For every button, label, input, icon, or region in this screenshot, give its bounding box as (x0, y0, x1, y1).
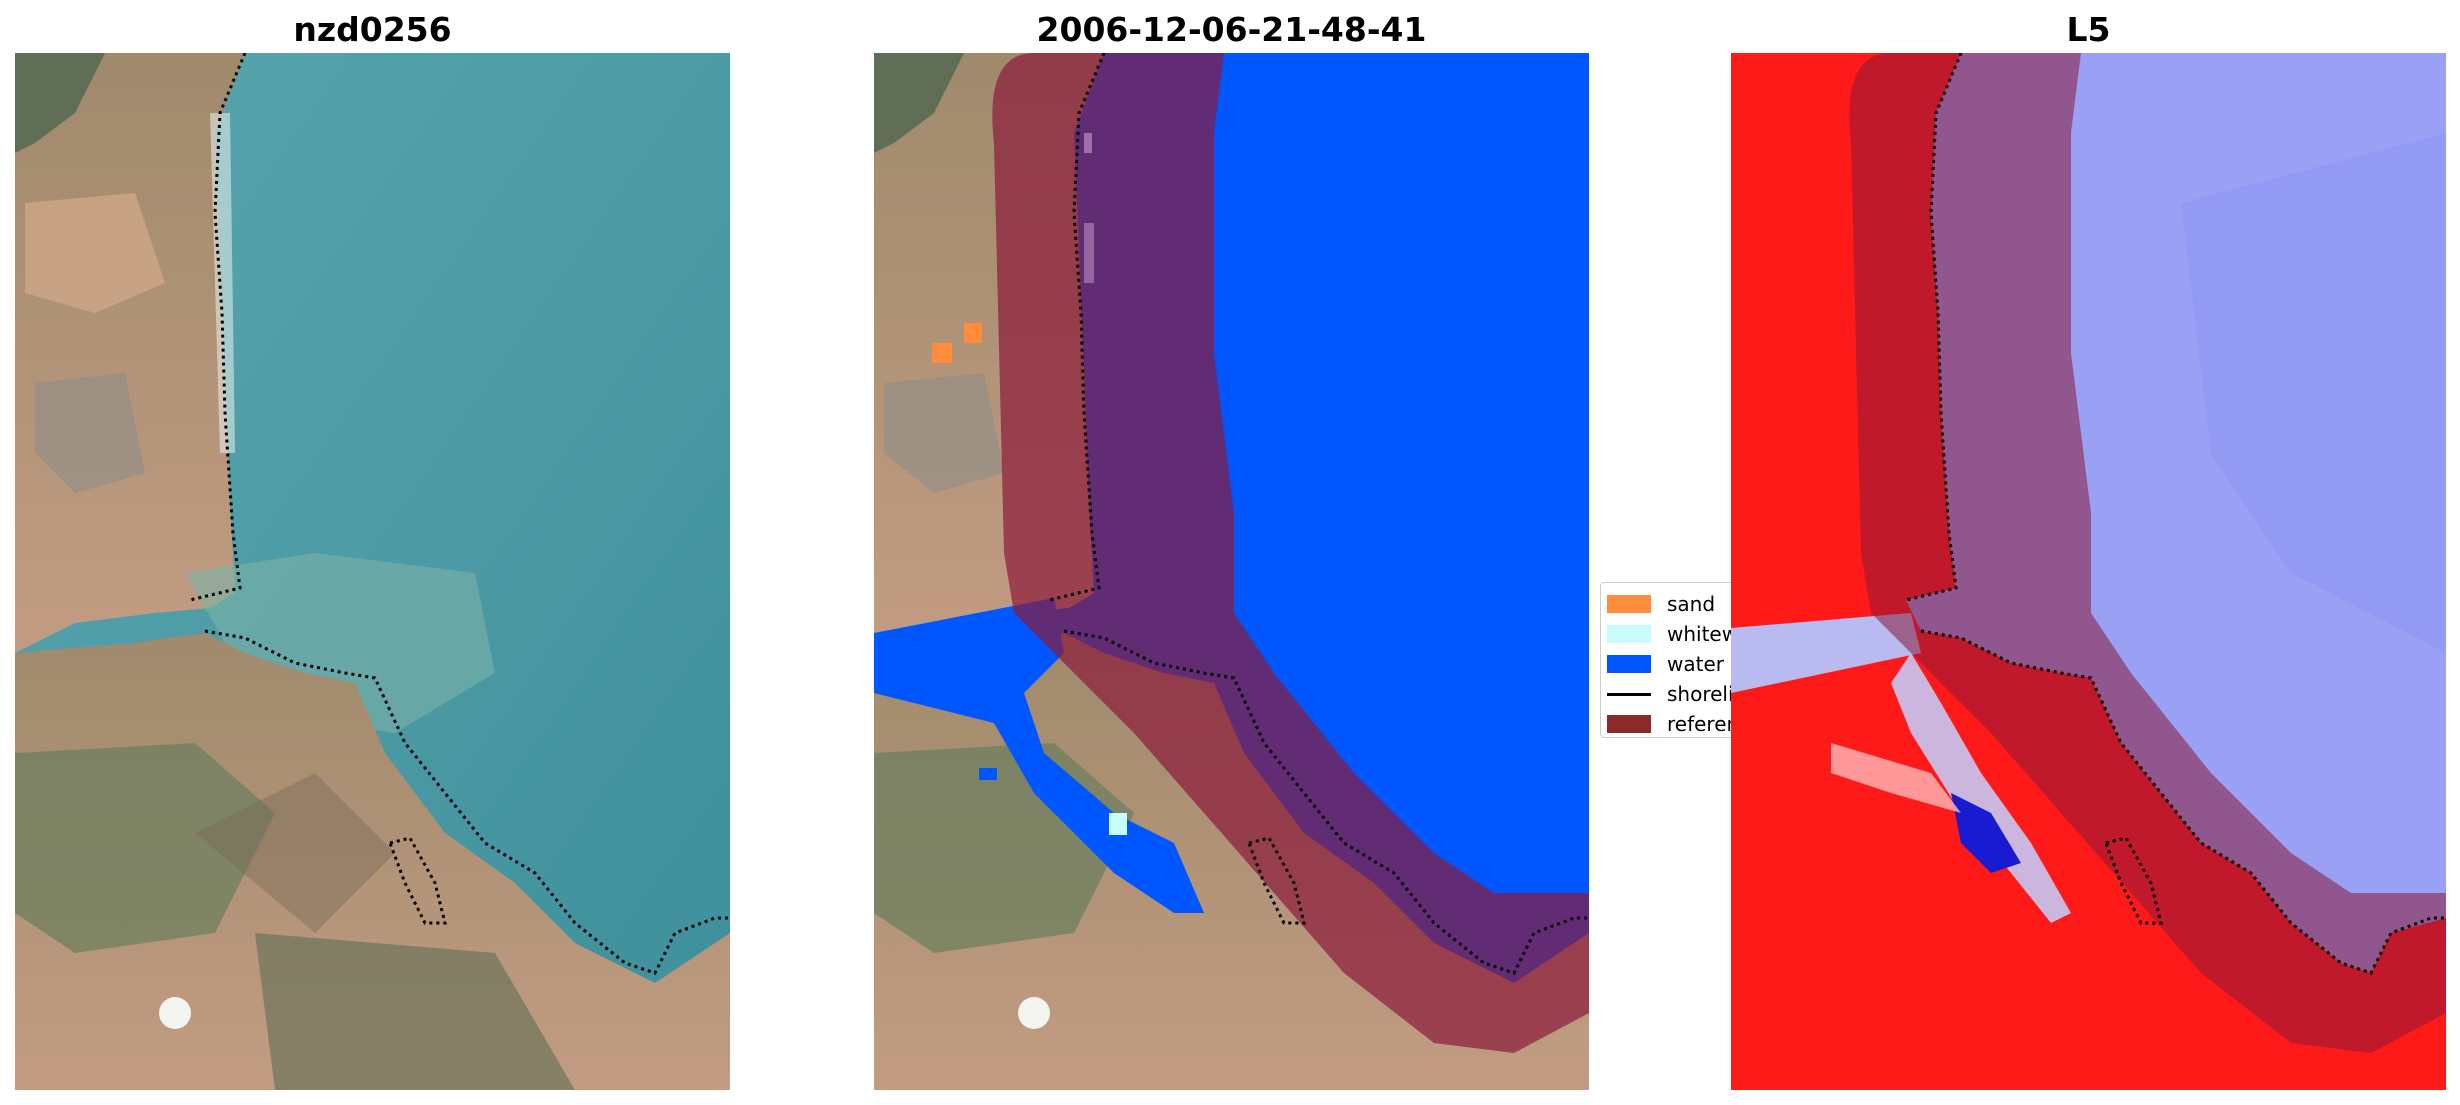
legend-item-shoreline: shoreline (1607, 679, 1733, 706)
index-map-image (1731, 53, 2446, 1090)
legend-item-sand: sand (1607, 589, 1733, 616)
legend-swatch-whitewater (1607, 625, 1651, 643)
legend-item-reference: reference (1607, 709, 1733, 736)
rgb-satellite-image (15, 53, 730, 1090)
legend-line-shoreline (1607, 693, 1651, 696)
legend-label-sand: sand (1667, 592, 1716, 616)
legend-item-water: water (1607, 649, 1733, 676)
legend-label-shoreline: shoreline (1667, 682, 1734, 706)
classified-satellite-image (874, 53, 1589, 1090)
legend-label-reference: reference (1667, 712, 1733, 736)
classified-image-panel (874, 53, 1589, 1090)
panel-title-classified: 2006-12-06-21-48-41 (1036, 10, 1427, 49)
panel-title-index: L5 (2066, 10, 2111, 49)
index-image-panel (1731, 53, 2446, 1090)
legend-swatch-sand (1607, 595, 1651, 613)
panel-title-rgb: nzd0256 (293, 10, 452, 49)
rgb-image-panel (15, 53, 730, 1090)
legend-swatch-reference (1607, 715, 1651, 733)
legend-swatch-water (1607, 655, 1651, 673)
legend-label-water: water (1667, 652, 1724, 676)
